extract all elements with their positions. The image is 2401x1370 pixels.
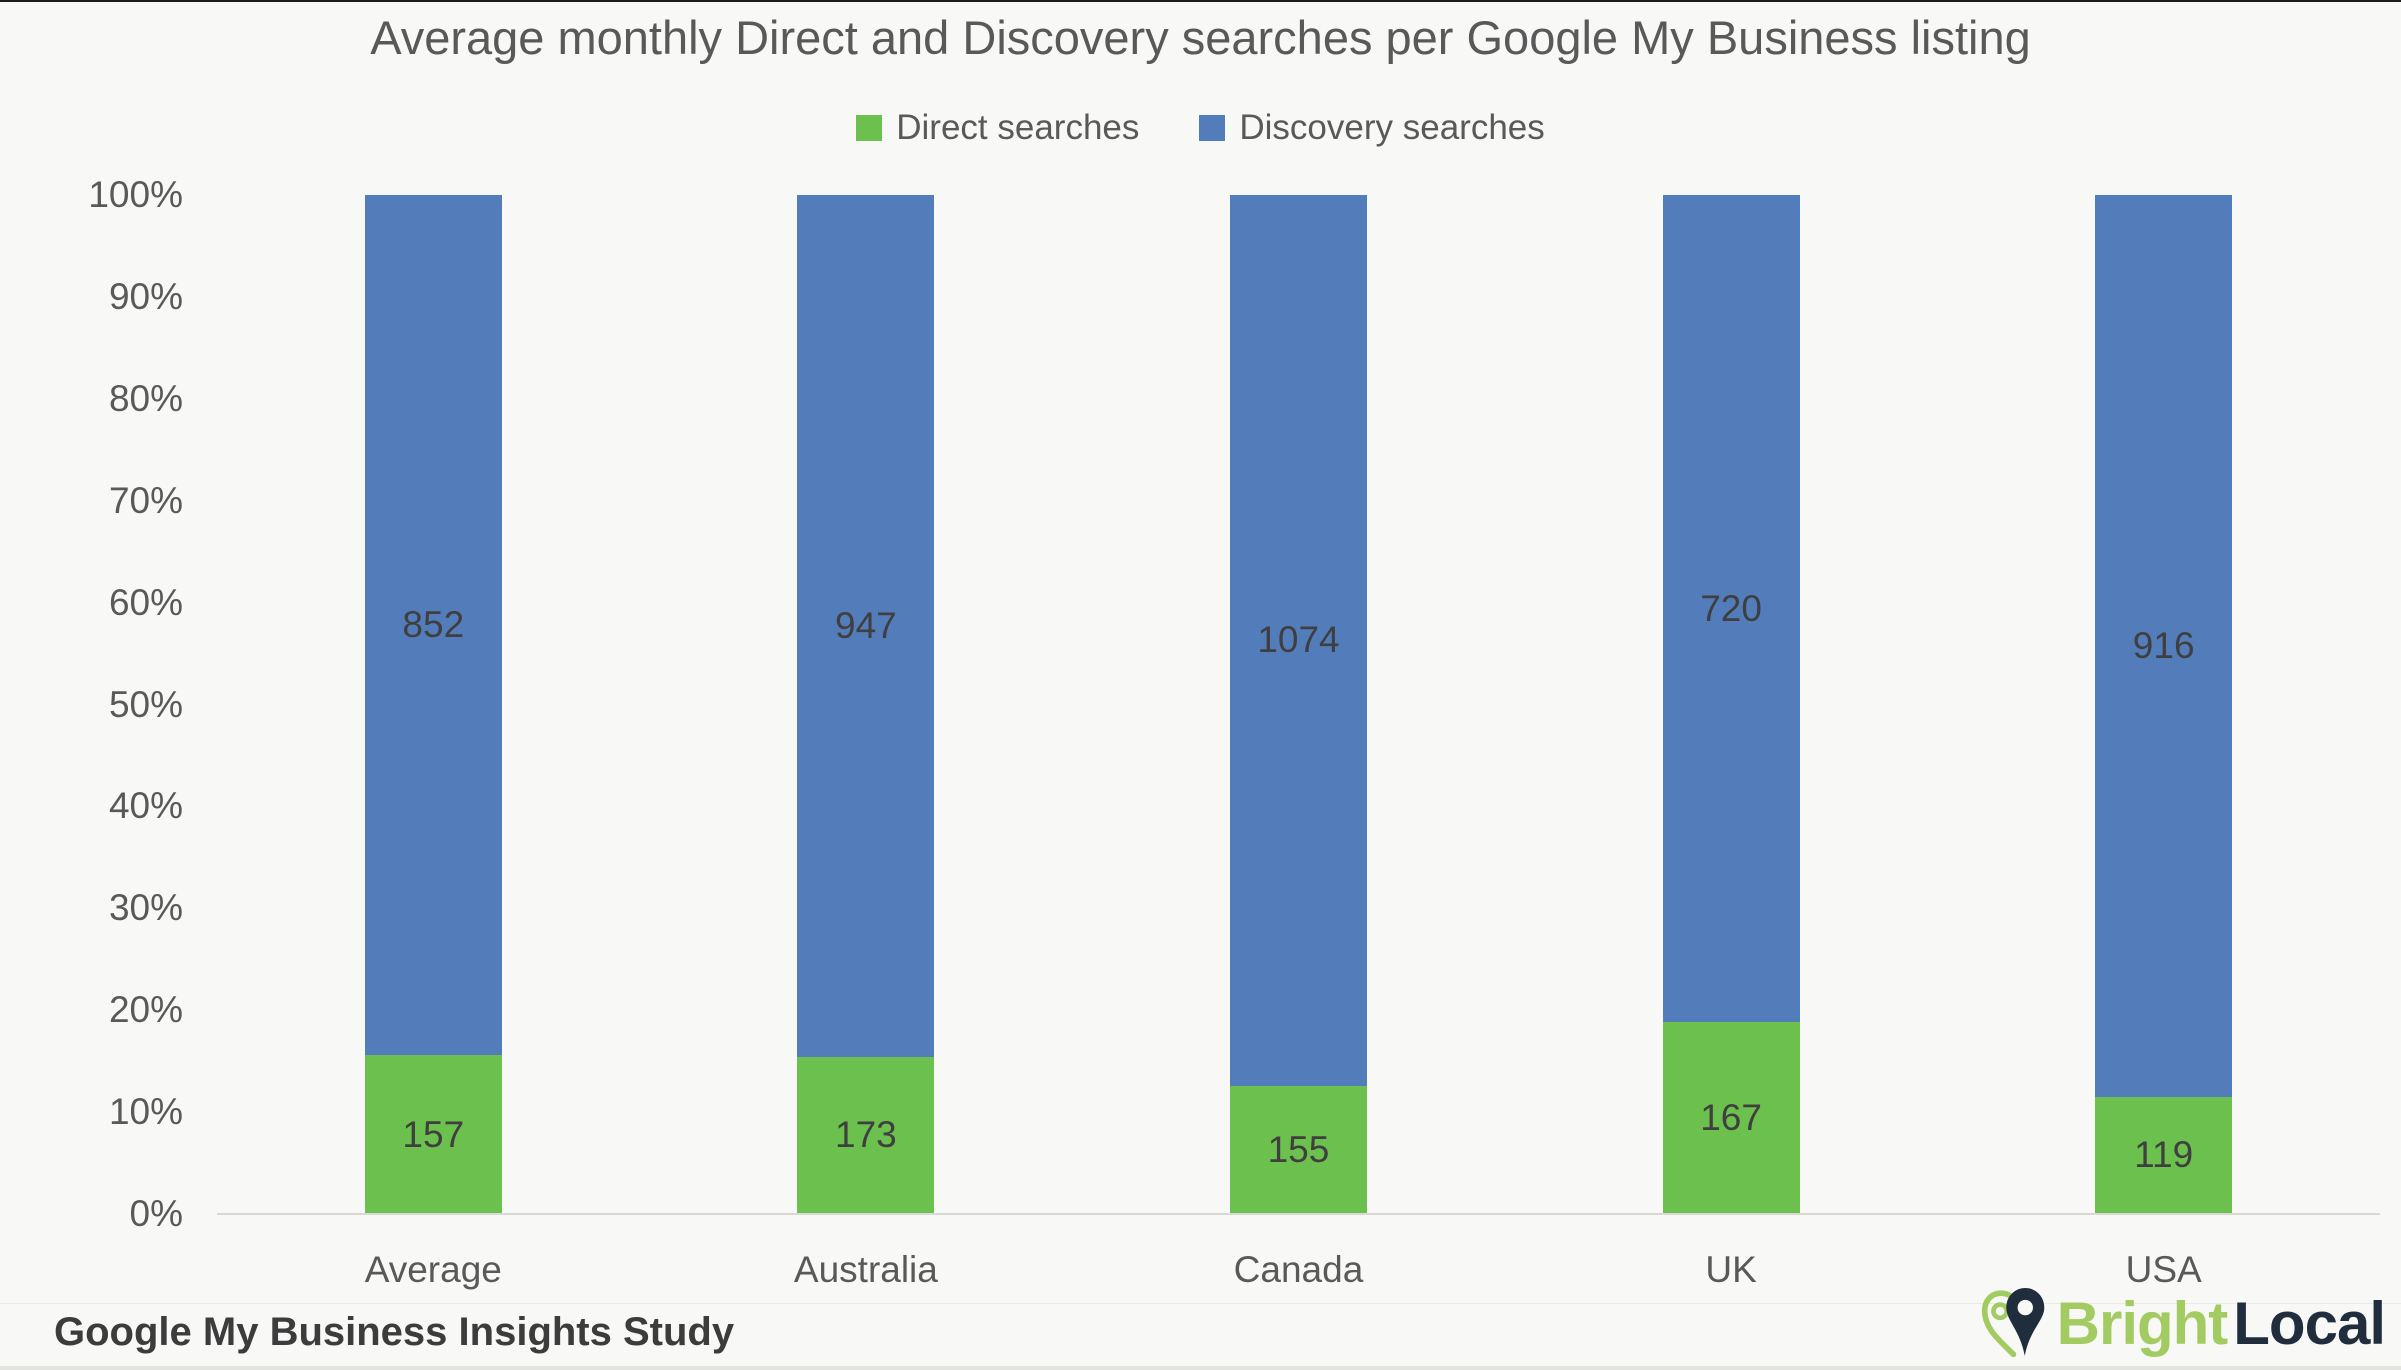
legend-item-direct: Direct searches xyxy=(856,108,1139,148)
y-tick-label: 80% xyxy=(108,377,183,419)
bottom-edge-line xyxy=(0,1366,2401,1370)
stacked-bar: 720 167 xyxy=(1662,195,1800,1214)
y-tick-label: 50% xyxy=(108,683,183,725)
stacked-bar: 947 173 xyxy=(797,195,935,1214)
bar-value-discovery: 1074 xyxy=(1257,619,1340,661)
bar-column: 947 173 xyxy=(650,195,1083,1214)
legend-label-discovery: Discovery searches xyxy=(1239,108,1545,147)
stacked-bar: 852 157 xyxy=(364,195,502,1214)
footer-divider xyxy=(0,1303,2401,1304)
bar-value-direct: 119 xyxy=(2134,1134,2194,1176)
bar-value-discovery: 916 xyxy=(2132,624,2195,666)
bar-segment-direct: 167 xyxy=(1662,1022,1800,1214)
bar-value-direct: 167 xyxy=(1700,1097,1762,1139)
bar-column: 852 157 xyxy=(217,195,650,1214)
bar-segment-discovery: 720 xyxy=(1662,195,1800,1023)
bar-segment-direct: 157 xyxy=(364,1055,502,1214)
bar-segment-discovery: 916 xyxy=(2095,195,2233,1097)
brand-text-bright: Bright xyxy=(2056,1289,2229,1357)
bar-value-direct: 155 xyxy=(1267,1128,1330,1170)
bar-segment-direct: 155 xyxy=(1229,1085,1367,1214)
bar-segment-discovery: 852 xyxy=(364,195,502,1056)
y-tick-label: 90% xyxy=(108,275,183,317)
map-pin-heart-icon xyxy=(1981,1288,2044,1358)
stacked-bar: 1074 155 xyxy=(1229,195,1367,1214)
bar-column: 720 167 xyxy=(1515,195,1948,1214)
brightlocal-logo: Bright Local xyxy=(1979,1286,2386,1360)
discovery-swatch-icon xyxy=(1199,115,1226,141)
bar-value-discovery: 720 xyxy=(1700,587,1762,629)
bar-value-direct: 157 xyxy=(402,1113,465,1155)
y-tick-label: 40% xyxy=(108,785,183,827)
source-text: Google My Business Insights Study xyxy=(54,1310,735,1354)
bar-segment-discovery: 947 xyxy=(797,195,935,1057)
x-axis-baseline xyxy=(217,1213,2380,1215)
brand-text-local: Local xyxy=(2233,1289,2386,1357)
x-tick-label: UK xyxy=(1705,1249,1757,1290)
bar-value-discovery: 947 xyxy=(835,604,897,646)
bar-column: 1074 155 xyxy=(1082,195,1515,1214)
bar-segment-direct: 119 xyxy=(2095,1096,2233,1214)
stacked-bar: 916 119 xyxy=(2095,195,2233,1214)
x-tick-label: Australia xyxy=(793,1249,938,1290)
y-tick-label: 20% xyxy=(108,989,183,1031)
y-tick-label: 30% xyxy=(108,887,183,929)
legend-item-discovery: Discovery searches xyxy=(1199,108,1545,148)
chart-title: Average monthly Direct and Discovery sea… xyxy=(370,11,2031,64)
bar-segment-direct: 173 xyxy=(797,1056,935,1214)
y-tick-label: 0% xyxy=(129,1193,183,1234)
bar-columns: 852 157 947 173 1074 155 720 167 916 119 xyxy=(217,195,2380,1214)
bar-segment-discovery: 1074 xyxy=(1229,195,1367,1086)
legend-label-direct: Direct searches xyxy=(896,108,1140,147)
legend: Direct searches Discovery searches xyxy=(0,108,2401,148)
direct-swatch-icon xyxy=(856,115,883,141)
bar-value-discovery: 852 xyxy=(402,604,465,646)
x-axis-labels: Average Australia Canada UK USA xyxy=(217,1249,2380,1291)
y-tick-label: 10% xyxy=(108,1091,183,1133)
x-tick-label: Canada xyxy=(1233,1249,1364,1290)
bar-column: 916 119 xyxy=(1947,195,2380,1214)
y-tick-label: 60% xyxy=(108,581,183,623)
x-tick-label: USA xyxy=(2125,1249,2202,1290)
plot-area: 852 157 947 173 1074 155 720 167 916 119 xyxy=(217,195,2380,1215)
y-tick-label: 100% xyxy=(88,174,183,215)
y-tick-label: 70% xyxy=(108,479,183,521)
x-tick-label: Average xyxy=(364,1249,502,1290)
y-axis-labels: 0% 10% 20% 30% 40% 50% 60% 70% 80% 90% 100% xyxy=(0,174,183,1234)
bar-value-direct: 173 xyxy=(835,1114,897,1156)
